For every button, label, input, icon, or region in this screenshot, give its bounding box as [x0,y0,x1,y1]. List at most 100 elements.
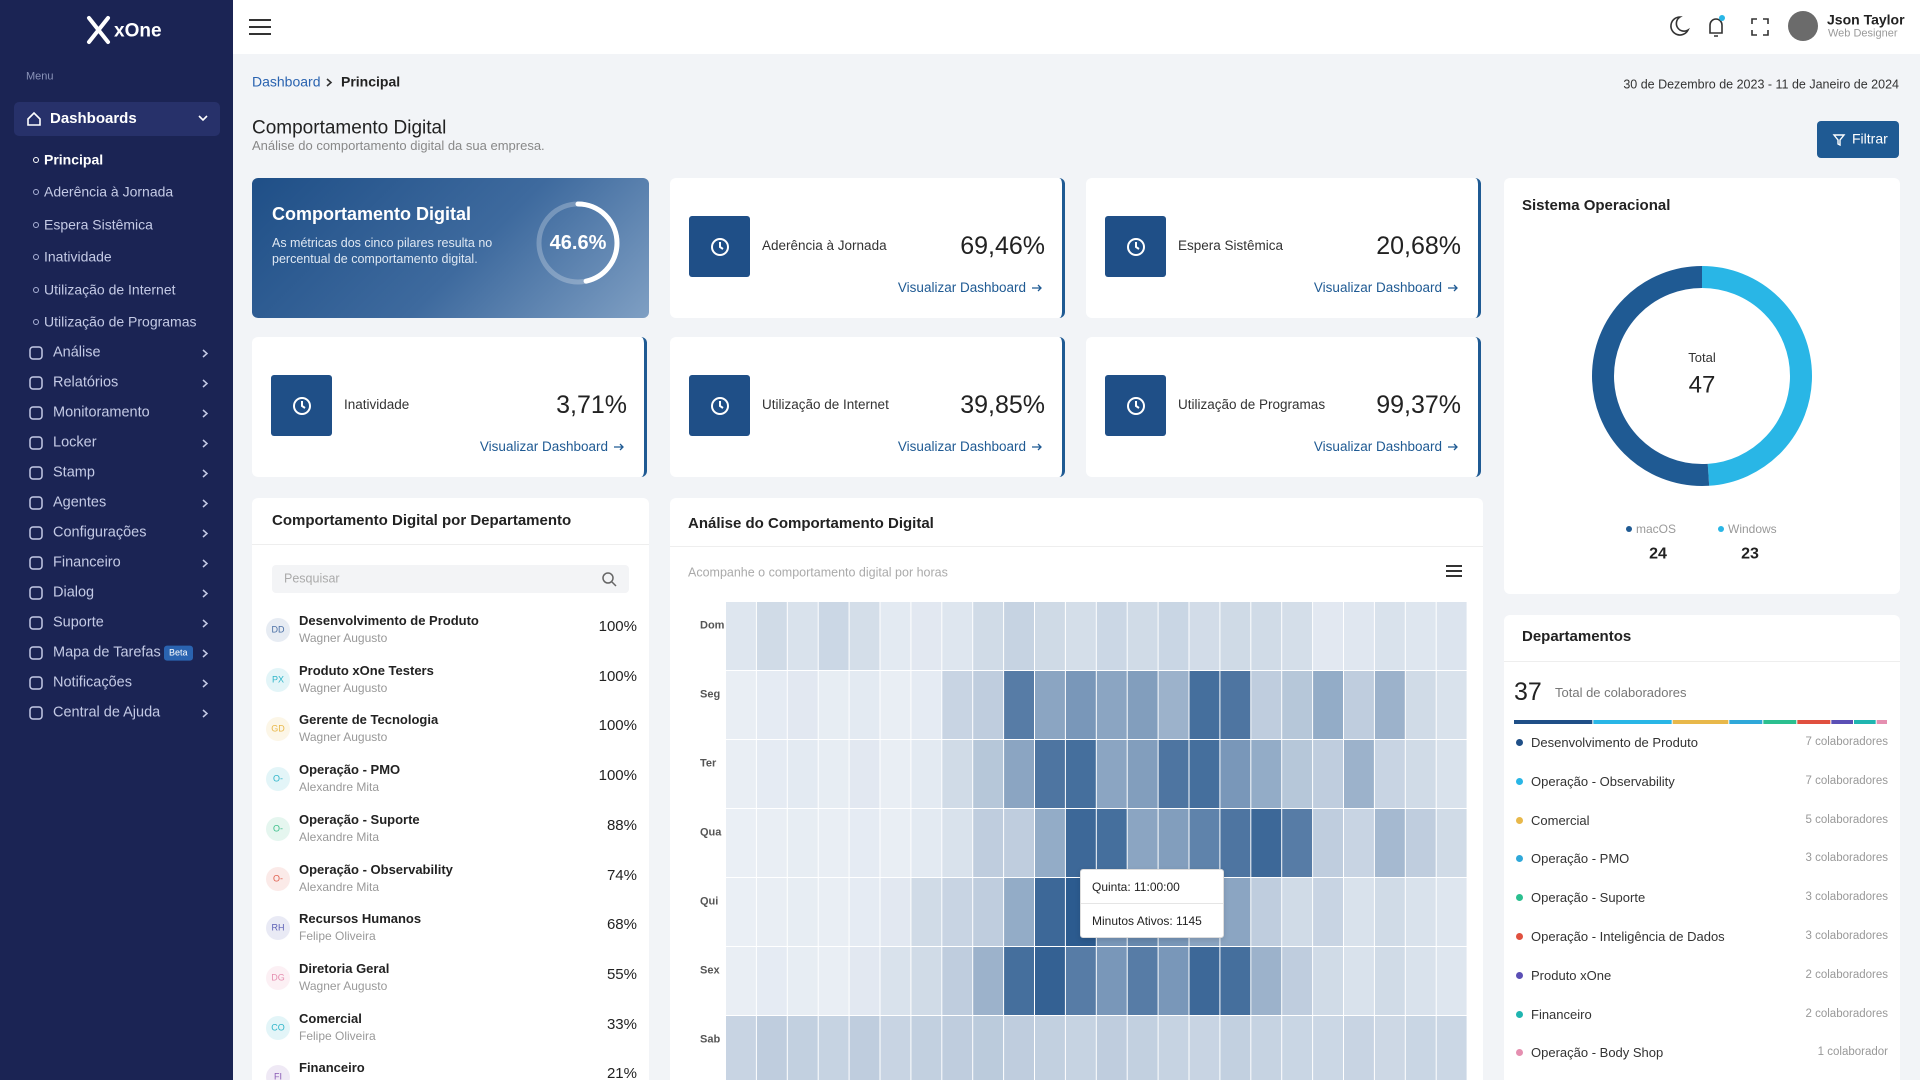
breadcrumb-sep [326,78,333,87]
brand: xOne [114,20,162,42]
heatmap-cell [756,602,787,670]
nav-item[interactable]: Notificações [53,674,132,691]
icon-box [29,406,43,420]
icon-box [29,586,43,600]
nav-item[interactable]: Dialog [53,584,95,601]
nav-item[interactable]: Configurações [53,524,147,541]
nav-subitem[interactable]: Aderência à Jornada [44,183,174,200]
heatmap-cell [849,878,880,946]
heatmap-cell [1096,602,1127,670]
chevron [202,529,209,538]
nav-icon [29,556,43,570]
heatmap-cell [1251,947,1282,1015]
nav-item[interactable]: Locker [53,434,97,451]
tooltip-divider [1081,903,1223,904]
heatmap-cell [1065,602,1096,670]
filter-label[interactable]: Filtrar [1852,130,1888,147]
nav-icon [29,676,43,690]
heatmap-cell [1035,602,1065,670]
dept-name: Gerente de Tecnologia [299,712,439,728]
hero-card: Comportamento Digital As métricas dos cin… [252,178,649,318]
heatmap-cell [1096,740,1127,808]
icon-bell [1709,18,1723,37]
dept-item-count: 7 colaboradores [1805,774,1888,787]
metric-link[interactable]: Visualizar Dashboard [897,279,1026,295]
heatmap-cell [1344,602,1374,670]
search-box[interactable]: Pesquisar [272,565,629,593]
heatmap-cell [1344,809,1374,877]
breadcrumb-link[interactable]: Dashboard [252,73,321,90]
icon-glyph [719,401,724,409]
heatmap-cell [726,602,756,670]
metric-label: Aderência à Jornada [762,237,887,253]
link-arrow [614,443,624,451]
search-placeholder[interactable]: Pesquisar [284,571,340,586]
metric-link[interactable]: Visualizar Dashboard [1313,438,1442,454]
dept-manager: Wagner Augusto [299,978,388,993]
nav-subitem[interactable]: Espera Sistêmica [44,216,153,233]
icon-glyph [711,238,729,256]
heatmap-cell [1344,671,1374,739]
heatmap-cell [1282,671,1313,739]
nav-item[interactable]: Agentes [53,494,107,511]
heatmap-menu [1446,565,1462,577]
nav-subitem[interactable]: Utilização de Internet [44,281,176,298]
heatmap-row-label: Qua [700,826,722,839]
heatmap-cell [1065,947,1096,1015]
chevron [202,679,209,688]
heatmap-cell [849,947,880,1015]
nav-subitem[interactable]: Utilização de Programas [44,313,197,330]
heatmap-cell [1127,1016,1158,1080]
icon-box [29,526,43,540]
dept-name: Operação - PMO [299,762,401,778]
heatmap-cell [1035,740,1065,808]
heatmap-cell [1282,809,1313,877]
metric-link[interactable]: Visualizar Dashboard [479,438,608,454]
heatmap-cell [1035,1016,1065,1080]
heatmap-cell [1405,809,1436,877]
heatmap-cell [1374,671,1405,739]
nav-item[interactable]: Relatórios [53,374,119,391]
dept-name: Desenvolvimento de Produto [299,613,479,629]
heatmap-cell [1374,878,1405,946]
nav-icon [29,526,43,540]
dept-bar-segment [1763,720,1797,724]
dept-percent: 55% [606,965,637,983]
breadcrumb-current: Principal [341,73,401,90]
nav-item[interactable]: Monitoramento [53,404,150,421]
heatmap-cell [1189,1016,1220,1080]
nav-item[interactable]: Stamp [53,464,95,481]
menu-label: Menu [26,70,54,83]
heatmap-cell [1004,740,1034,808]
sidebar-active-group[interactable] [14,102,220,136]
avatar[interactable] [1788,11,1818,41]
heatmap-cell [1282,947,1313,1015]
heatmap-cell [1313,740,1343,808]
dept-avatar: CO [266,1015,290,1040]
dept-avatar: DD [266,618,290,642]
heatmap-cell [1374,809,1405,877]
dept-bar-segment [1797,720,1831,724]
nav-item[interactable]: Mapa de Tarefas [53,644,161,661]
nav-item[interactable]: Análise [53,344,101,361]
metric-link[interactable]: Visualizar Dashboard [1313,279,1442,295]
heatmap-cell [1096,947,1127,1015]
nav-icon [29,466,43,480]
nav-item[interactable]: Dashboards [50,110,137,127]
arrow [1448,443,1458,451]
nav-item[interactable]: Financeiro [53,554,121,571]
icon-glyph [1127,238,1145,256]
nav-subitem[interactable]: Inatividade [44,248,112,265]
bullet [33,157,39,163]
heatmap-cell [1189,947,1220,1015]
metric-link[interactable]: Visualizar Dashboard [897,438,1026,454]
chevron-right [202,559,209,568]
nav-item[interactable]: Central de Ajuda [53,704,161,721]
filter-button[interactable]: Filtrar [1817,121,1899,158]
nav-icon [29,646,43,660]
nav-item[interactable]: Suporte [53,614,104,631]
nav-subitem[interactable]: Principal [44,151,104,168]
panel-title: Departamentos [1522,628,1632,645]
dept-item-name: Operação - Suporte [1531,890,1646,906]
user-role: Web Designer [1828,27,1898,40]
